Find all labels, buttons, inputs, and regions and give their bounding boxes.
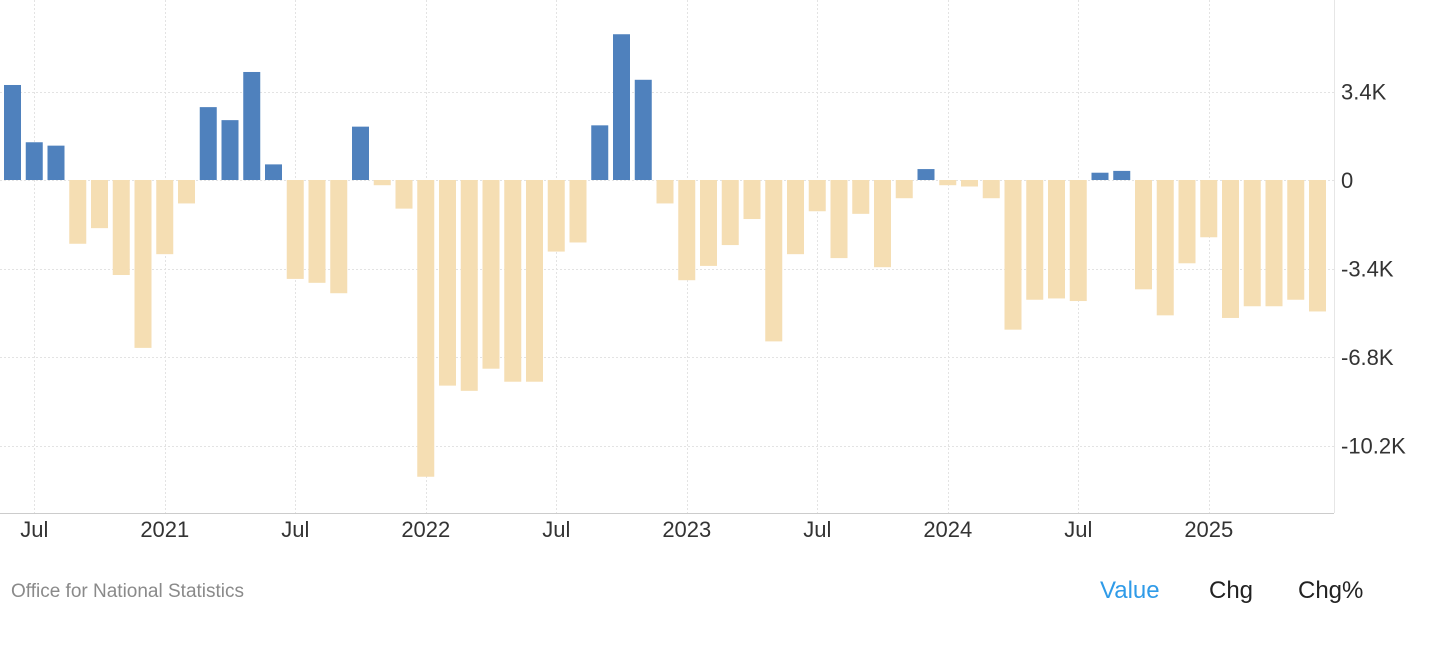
- bar-2022-01[interactable]: [417, 180, 435, 477]
- bar-2025-01[interactable]: [1200, 180, 1218, 238]
- bar-2022-08[interactable]: [569, 180, 587, 243]
- bar-2023-07[interactable]: [808, 180, 826, 212]
- bar-2024-01[interactable]: [939, 180, 957, 186]
- bar-2023-08[interactable]: [830, 180, 848, 259]
- bar-2021-08[interactable]: [308, 180, 326, 283]
- x-tick-label: 2021: [140, 517, 189, 542]
- bar-2023-12[interactable]: [917, 169, 935, 180]
- bar-2025-03[interactable]: [1243, 180, 1261, 307]
- bar-2021-10[interactable]: [352, 126, 369, 180]
- bar-chart: 3.4K 0 -3.4K -6.8K -10.2K Jul 2021 Jul 2022 Jul 20…: [0, 0, 1406, 542]
- bar-2024-03[interactable]: [982, 180, 1000, 199]
- y-tick-label: 3.4K: [1341, 80, 1387, 105]
- bar-2023-01[interactable]: [678, 180, 696, 281]
- bar-2023-11[interactable]: [895, 180, 913, 199]
- bar-2025-04[interactable]: [1265, 180, 1283, 307]
- bar-2020-10[interactable]: [91, 180, 108, 229]
- bar-2022-03[interactable]: [460, 180, 478, 391]
- source-label: Office for National Statistics: [11, 581, 245, 602]
- bar-2021-12[interactable]: [395, 180, 413, 209]
- chart-bars: [4, 34, 1326, 477]
- chart-axes: 3.4K 0 -3.4K -6.8K -10.2K Jul 2021 Jul 2022 Jul 20…: [0, 0, 1406, 542]
- bar-2021-06[interactable]: [265, 164, 282, 180]
- bar-2020-09[interactable]: [69, 180, 87, 244]
- bar-2024-07[interactable]: [1069, 180, 1087, 302]
- bar-2024-09[interactable]: [1113, 170, 1131, 180]
- bar-2020-06[interactable]: [4, 84, 21, 180]
- y-tick-label: 0: [1341, 168, 1353, 193]
- bar-2021-04[interactable]: [221, 120, 239, 180]
- bar-2025-06[interactable]: [1309, 180, 1326, 312]
- bar-2021-01[interactable]: [156, 180, 174, 255]
- bar-2023-04[interactable]: [743, 180, 761, 220]
- bar-2025-05[interactable]: [1287, 180, 1305, 300]
- bar-2024-12[interactable]: [1178, 180, 1196, 264]
- bar-2020-12[interactable]: [134, 180, 152, 348]
- x-tick-label: 2024: [923, 517, 972, 542]
- bar-2021-02[interactable]: [178, 180, 195, 204]
- tab-chg[interactable]: Chg: [1209, 577, 1254, 604]
- bar-2023-09[interactable]: [852, 180, 870, 214]
- bar-2021-03[interactable]: [199, 107, 217, 180]
- bar-2024-10[interactable]: [1135, 180, 1152, 290]
- bar-2023-02[interactable]: [700, 180, 717, 266]
- bar-2022-02[interactable]: [439, 180, 456, 386]
- y-tick-label: -3.4K: [1341, 257, 1394, 282]
- bar-2023-10[interactable]: [874, 180, 891, 268]
- bar-2024-05[interactable]: [1026, 180, 1044, 300]
- bar-2024-06[interactable]: [1048, 180, 1065, 299]
- bar-2021-11[interactable]: [373, 180, 391, 186]
- bar-2021-05[interactable]: [243, 71, 261, 180]
- bar-2022-10[interactable]: [613, 34, 630, 180]
- bar-2024-02[interactable]: [961, 180, 978, 187]
- bar-2020-11[interactable]: [112, 180, 130, 276]
- bar-2021-07[interactable]: [286, 180, 304, 279]
- bar-2022-06[interactable]: [526, 180, 543, 382]
- bar-2022-04[interactable]: [482, 180, 500, 369]
- bar-2022-11[interactable]: [634, 79, 652, 180]
- tab-value[interactable]: Value: [1100, 577, 1160, 604]
- bar-2021-09[interactable]: [330, 180, 348, 294]
- bar-2022-12[interactable]: [656, 180, 674, 204]
- bar-2024-04[interactable]: [1004, 180, 1022, 330]
- bar-2022-05[interactable]: [504, 180, 522, 382]
- view-tabs: Value Chg Chg%: [1090, 577, 1390, 611]
- bar-2022-07[interactable]: [547, 180, 565, 252]
- bar-2023-06[interactable]: [787, 180, 804, 255]
- x-tick-label: Jul: [20, 517, 48, 542]
- bar-2020-08[interactable]: [47, 145, 65, 180]
- chart-grid: [0, 0, 1334, 513]
- tab-chg-percent[interactable]: Chg%: [1298, 577, 1364, 604]
- x-tick-label: 2025: [1184, 517, 1233, 542]
- bar-2024-08[interactable]: [1091, 172, 1109, 180]
- y-tick-label: -10.2K: [1341, 434, 1406, 459]
- bar-2023-03[interactable]: [721, 180, 739, 246]
- x-tick-label: Jul: [542, 517, 570, 542]
- x-tick-label: 2022: [401, 517, 450, 542]
- bar-2025-02[interactable]: [1222, 180, 1239, 318]
- bar-2020-07[interactable]: [25, 142, 43, 180]
- x-tick-label: Jul: [281, 517, 309, 542]
- x-tick-label: 2023: [662, 517, 711, 542]
- bar-2022-09[interactable]: [591, 125, 609, 180]
- bar-2024-11[interactable]: [1156, 180, 1174, 316]
- bar-2023-05[interactable]: [765, 180, 783, 342]
- y-tick-label: -6.8K: [1341, 345, 1394, 370]
- x-tick-label: Jul: [803, 517, 831, 542]
- x-tick-label: Jul: [1064, 517, 1092, 542]
